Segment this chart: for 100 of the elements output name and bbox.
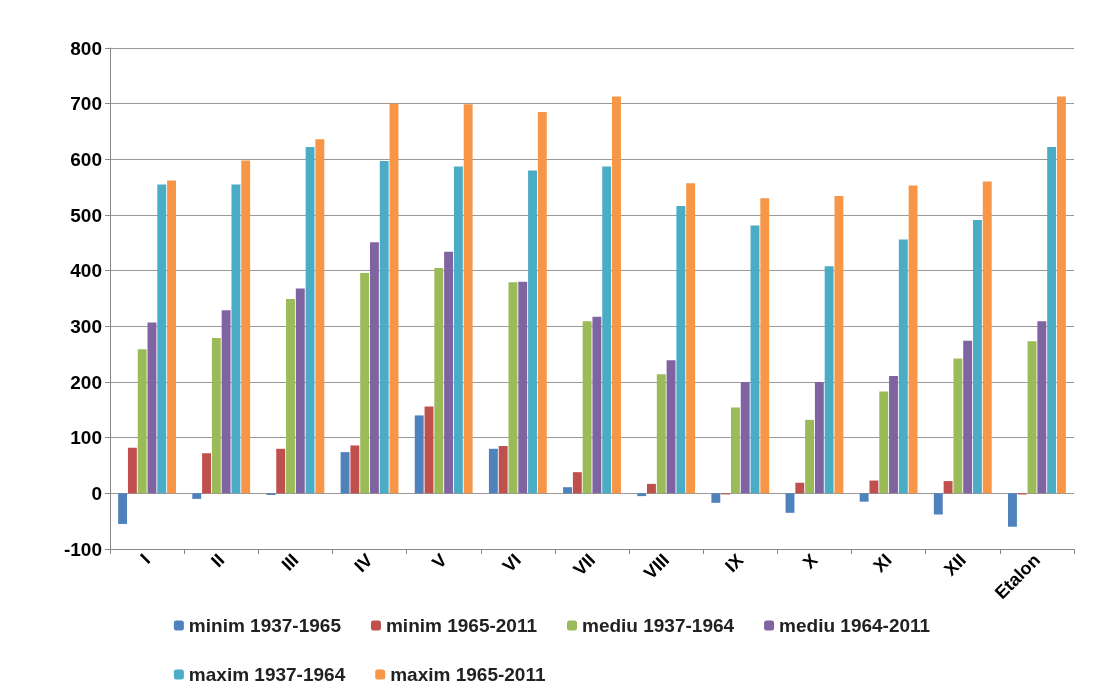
bar [572, 472, 582, 494]
legend-label: minim 1937-1965 [188, 615, 342, 636]
bar [463, 104, 473, 494]
x-tick-label: X [798, 549, 822, 573]
bar [963, 340, 973, 494]
legend-label: maxim 1965-2011 [390, 664, 546, 685]
bar [1056, 96, 1066, 494]
bar [528, 170, 537, 494]
bar [889, 375, 898, 494]
bar [602, 166, 612, 494]
bar [137, 349, 147, 494]
y-tick-label: 0 [91, 482, 102, 504]
legend-label: maxim 1937-1964 [188, 664, 346, 685]
bar [592, 316, 602, 494]
x-tick-label: III [277, 549, 303, 575]
bar [740, 382, 750, 494]
x-tick-label: VI [498, 549, 525, 577]
bar [434, 267, 444, 494]
bar [908, 185, 918, 494]
y-tick-label: 500 [70, 204, 102, 226]
bar [147, 322, 157, 494]
bar [498, 446, 508, 494]
bar [676, 206, 686, 494]
y-tick-label: 200 [70, 371, 102, 393]
bar [933, 493, 943, 515]
bar [295, 288, 305, 494]
bar [537, 112, 547, 494]
bar [1027, 341, 1037, 494]
bar [582, 321, 592, 494]
bar [1037, 321, 1047, 494]
bar [750, 225, 760, 494]
bar [879, 391, 889, 494]
bar [350, 445, 360, 494]
bar [973, 220, 982, 494]
y-tick-label: 400 [70, 260, 102, 282]
bar [444, 251, 454, 494]
bar [953, 358, 963, 494]
x-tick-label: II [207, 549, 229, 572]
bar [982, 181, 992, 494]
bar [231, 184, 241, 494]
bar [192, 493, 202, 499]
bar [785, 493, 795, 513]
x-tick-label: V [428, 549, 451, 573]
bar [563, 487, 572, 494]
y-tick-label: 100 [70, 427, 102, 449]
bar [666, 360, 676, 494]
bar [305, 147, 315, 494]
bar [869, 480, 879, 494]
x-tick-label: VII [569, 549, 600, 580]
bar [795, 482, 805, 494]
bar [824, 266, 834, 494]
bar [637, 493, 647, 497]
bar [379, 161, 389, 494]
legend-label: mediu 1937-1964 [582, 615, 735, 636]
y-tick-label: 700 [70, 93, 102, 115]
y-tick-label: 600 [70, 148, 102, 170]
bar [488, 448, 498, 494]
bar [453, 166, 463, 494]
bar [157, 184, 167, 494]
bar [943, 481, 953, 494]
bar [647, 483, 656, 494]
bar [369, 242, 379, 494]
x-tick-label: VIII [639, 549, 674, 584]
bar [711, 493, 721, 503]
bar [167, 180, 176, 494]
bar [127, 447, 137, 494]
bar [276, 448, 286, 494]
bar [1008, 493, 1017, 527]
x-tick-label: I [136, 549, 155, 568]
bar [898, 239, 908, 494]
bar [389, 103, 399, 494]
bar [760, 198, 770, 494]
bar [211, 338, 221, 494]
bar [1047, 147, 1057, 494]
bar [414, 415, 424, 494]
x-tick-label: IV [350, 549, 377, 577]
bar [340, 452, 350, 494]
bar [814, 382, 824, 494]
bar [834, 196, 844, 494]
bar [118, 493, 128, 524]
bar [508, 282, 518, 494]
y-tick-label: 300 [70, 315, 102, 337]
bar [315, 139, 325, 494]
bar [656, 374, 666, 494]
bar [686, 183, 696, 494]
x-tick-label: XI [869, 549, 896, 577]
bar [286, 299, 295, 494]
bar [518, 281, 528, 494]
bar [221, 310, 231, 494]
y-tick-label: 800 [70, 37, 102, 59]
x-tick-label: IX [721, 549, 748, 577]
bar [241, 160, 251, 494]
bar [859, 493, 869, 502]
y-tick-label: -100 [63, 538, 102, 560]
bar [202, 453, 211, 494]
legend-label: mediu 1964-2011 [779, 615, 931, 636]
bar [730, 407, 740, 494]
x-tick-label: XII [940, 549, 970, 580]
bar [424, 406, 434, 494]
bar [612, 96, 621, 494]
